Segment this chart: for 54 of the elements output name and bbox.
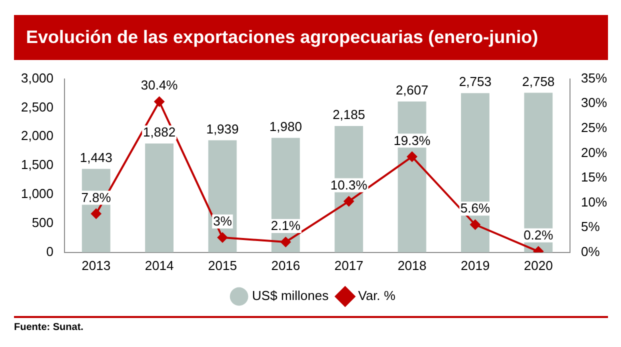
data-label: 19.3% [394,132,431,148]
x-tick-label: 2015 [208,258,237,273]
x-tick-label: 2013 [82,258,111,273]
data-label: 30.4% [140,78,178,93]
y-tick-label: 1,000 [20,186,54,202]
data-label: 2,753 [458,74,492,90]
data-label: 0.2% [524,227,554,242]
y2-tick-label: 20% [580,144,608,160]
legend-label: Var. % [358,288,396,304]
y2-tick-label: 30% [580,95,608,110]
y2-tick-label: 0% [580,244,600,259]
data-label: 2.1% [270,218,301,234]
bar [208,140,237,252]
data-label: 1,882 [143,124,176,140]
y-tick-label: 500 [32,215,54,230]
point [344,196,354,206]
data-label: 2,758 [522,74,555,89]
data-label: 3% [213,214,232,229]
y2-tick-label: 10% [580,194,608,210]
data-label: 1,939 [206,121,239,136]
y-tick-label: 3,000 [20,70,54,86]
y-tick-label: 2,000 [20,128,54,144]
x-tick-label: 2019 [460,258,490,273]
data-label: 1,980 [269,118,302,134]
point [407,152,418,162]
point [470,220,480,230]
data-label: 7.8% [81,190,112,205]
y2-tick-label: 25% [580,120,608,135]
y-tick-label: 2,500 [20,99,54,114]
source-note: Fuente: Sunat. [14,322,84,333]
bar [524,92,553,252]
y-tick-label: 0 [46,244,54,259]
x-tick-label: 2018 [398,258,426,273]
y2-tick-label: 35% [580,70,608,86]
point [91,208,102,219]
point [217,232,228,243]
bar [145,143,174,252]
data-label: 10.3% [330,177,368,192]
x-tick-label: 2017 [334,258,364,273]
legend-label: US$ millones [252,288,330,304]
point [154,96,164,107]
data-label: 2,607 [396,82,428,98]
point [280,236,291,247]
data-label: 1,443 [80,150,112,165]
y-tick-label: 1,500 [20,157,54,172]
data-label: 5.6% [460,200,490,216]
x-tick-label: 2016 [271,258,300,273]
chart-title: Evolución de las exportaciones agropecuarias (enero-junio) [14,15,608,60]
bar [460,93,490,252]
y2-tick-label: 15% [580,170,608,185]
x-tick-label: 2014 [144,258,174,273]
x-tick-label: 2020 [524,258,553,273]
data-label: 2,185 [332,107,366,122]
y2-tick-label: 5% [580,219,600,234]
